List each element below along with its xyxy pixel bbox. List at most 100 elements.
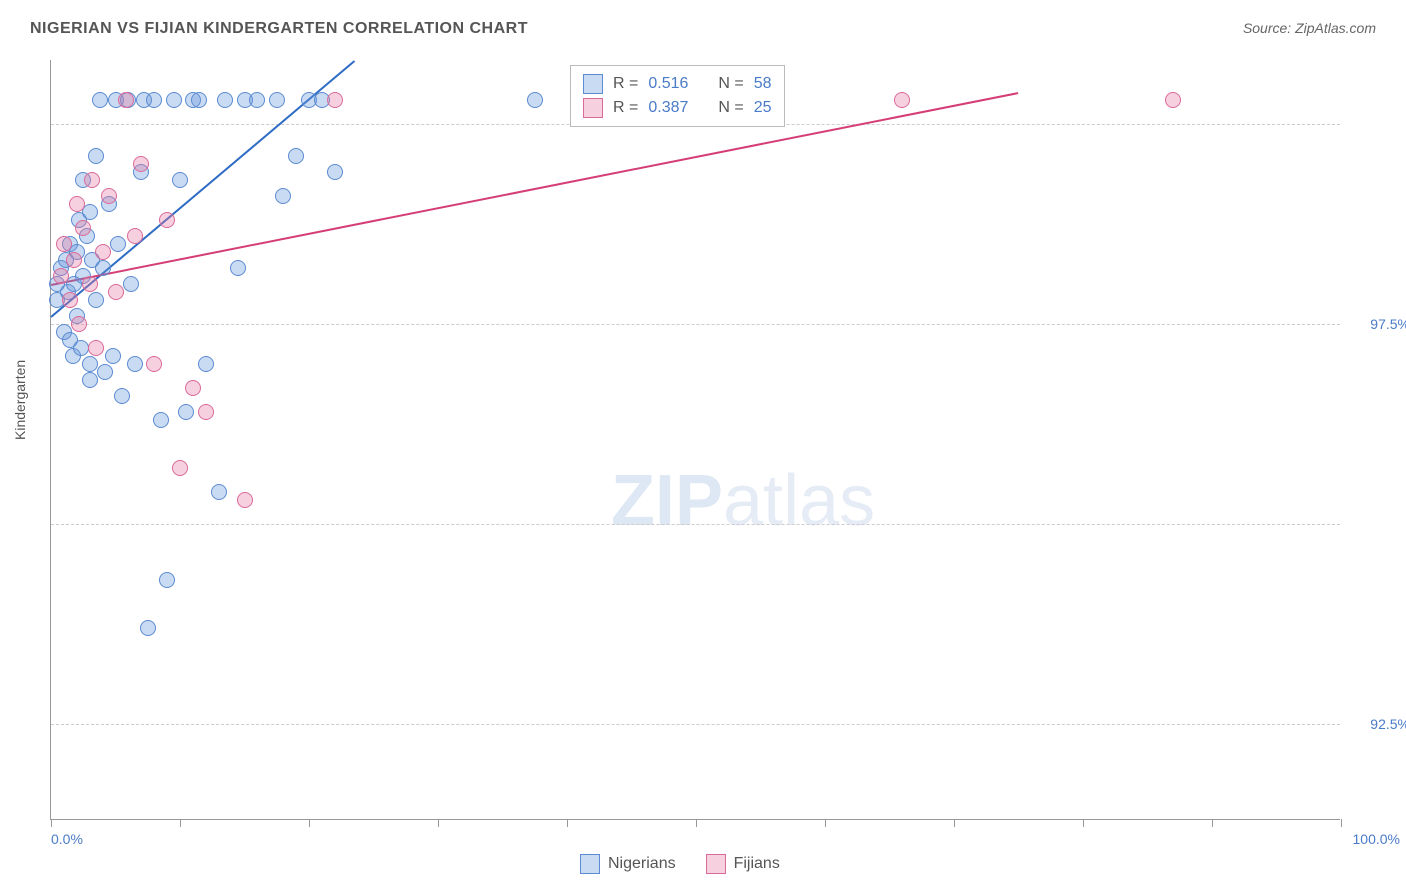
x-tick (954, 819, 955, 827)
x-tick (1212, 819, 1213, 827)
data-point (62, 292, 78, 308)
data-point (159, 212, 175, 228)
legend-item: Nigerians (580, 854, 676, 874)
data-point (153, 412, 169, 428)
data-point (249, 92, 265, 108)
data-point (92, 92, 108, 108)
data-point (146, 92, 162, 108)
data-point (82, 276, 98, 292)
x-tick (51, 819, 52, 827)
stats-legend: R = 0.516 N = 58 R = 0.387 N = 25 (570, 65, 785, 127)
source-attribution: Source: ZipAtlas.com (1243, 20, 1376, 36)
data-point (230, 260, 246, 276)
data-point (71, 316, 87, 332)
legend-stats-row: R = 0.516 N = 58 (583, 72, 772, 96)
data-point (114, 388, 130, 404)
legend-stats-row: R = 0.387 N = 25 (583, 96, 772, 120)
data-point (288, 148, 304, 164)
data-point (211, 484, 227, 500)
data-point (53, 268, 69, 284)
y-tick-label: 97.5% (1370, 316, 1406, 332)
legend-label: Nigerians (608, 855, 676, 873)
r-value: 0.516 (648, 75, 688, 93)
data-point (146, 356, 162, 372)
data-point (133, 156, 149, 172)
data-point (178, 404, 194, 420)
data-point (127, 356, 143, 372)
gridline (51, 524, 1340, 525)
y-axis-label: Kindergarten (12, 360, 28, 440)
x-tick (309, 819, 310, 827)
x-tick (696, 819, 697, 827)
data-point (95, 260, 111, 276)
data-point (118, 92, 134, 108)
data-point (110, 236, 126, 252)
chart-title: NIGERIAN VS FIJIAN KINDERGARTEN CORRELAT… (30, 20, 528, 38)
data-point (95, 244, 111, 260)
legend-item: Fijians (706, 854, 780, 874)
x-tick (1341, 819, 1342, 827)
data-point (123, 276, 139, 292)
data-point (327, 164, 343, 180)
data-point (97, 364, 113, 380)
watermark: ZIPatlas (611, 460, 875, 542)
legend-swatch (580, 854, 600, 874)
r-label: R = (613, 99, 638, 117)
data-point (127, 228, 143, 244)
data-point (269, 92, 285, 108)
data-point (140, 620, 156, 636)
data-point (172, 172, 188, 188)
data-point (191, 92, 207, 108)
legend-swatch (583, 74, 603, 94)
x-tick (1083, 819, 1084, 827)
x-tick (438, 819, 439, 827)
n-label: N = (718, 75, 743, 93)
data-point (166, 92, 182, 108)
data-point (88, 148, 104, 164)
data-point (101, 188, 117, 204)
y-tick-label: 92.5% (1370, 716, 1406, 732)
data-point (527, 92, 543, 108)
data-point (84, 172, 100, 188)
n-value: 25 (754, 99, 772, 117)
x-tick-label: 0.0% (51, 831, 83, 847)
data-point (894, 92, 910, 108)
data-point (69, 196, 85, 212)
x-tick-label: 100.0% (1353, 831, 1400, 847)
data-point (105, 348, 121, 364)
gridline (51, 324, 1340, 325)
data-point (237, 492, 253, 508)
n-value: 58 (754, 75, 772, 93)
data-point (82, 372, 98, 388)
x-tick (825, 819, 826, 827)
data-point (108, 284, 124, 300)
data-point (1165, 92, 1181, 108)
data-point (198, 404, 214, 420)
series-legend: Nigerians Fijians (580, 854, 780, 874)
legend-label: Fijians (734, 855, 780, 873)
x-tick (567, 819, 568, 827)
data-point (66, 252, 82, 268)
data-point (275, 188, 291, 204)
n-label: N = (718, 99, 743, 117)
data-point (82, 356, 98, 372)
data-point (88, 292, 104, 308)
data-point (159, 572, 175, 588)
x-tick (180, 819, 181, 827)
data-point (172, 460, 188, 476)
r-label: R = (613, 75, 638, 93)
trendline (51, 92, 1019, 286)
data-point (88, 340, 104, 356)
legend-swatch (706, 854, 726, 874)
data-point (73, 340, 89, 356)
data-point (56, 236, 72, 252)
gridline (51, 724, 1340, 725)
data-point (185, 380, 201, 396)
legend-swatch (583, 98, 603, 118)
data-point (327, 92, 343, 108)
data-point (198, 356, 214, 372)
r-value: 0.387 (648, 99, 688, 117)
data-point (75, 220, 91, 236)
plot-area: ZIPatlas 92.5%97.5%0.0%100.0% (50, 60, 1340, 820)
data-point (217, 92, 233, 108)
